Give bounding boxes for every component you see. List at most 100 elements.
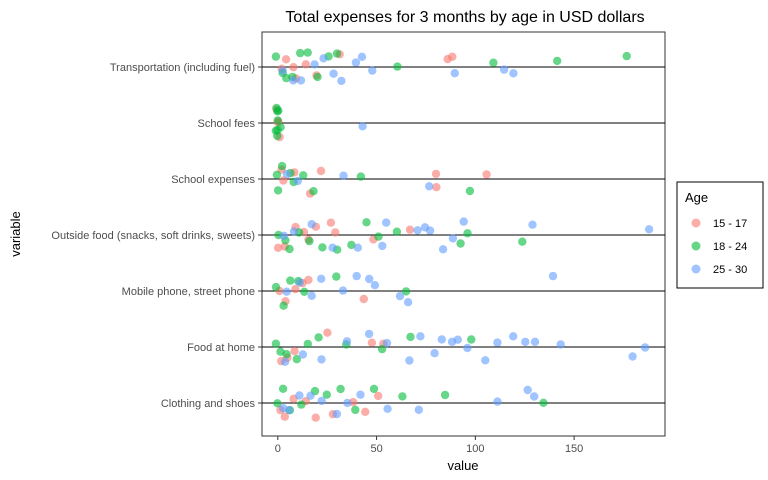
data-point (448, 234, 458, 243)
data-point (314, 333, 323, 342)
data-point (556, 340, 565, 349)
data-point (279, 231, 288, 240)
data-point (369, 384, 379, 394)
data-point (290, 347, 299, 356)
data-point (361, 407, 370, 416)
data-point (289, 227, 299, 236)
data-point (319, 54, 328, 63)
data-point (509, 332, 518, 341)
data-point (425, 182, 434, 191)
data-point (425, 226, 435, 235)
data-point (523, 385, 532, 395)
data-point (301, 60, 310, 69)
data-point (273, 116, 282, 125)
data-point (553, 56, 562, 66)
y-tick-label: Outside food (snacks, soft drinks, sweet… (51, 230, 255, 242)
data-point (356, 172, 366, 181)
data-point (326, 218, 336, 227)
legend-label: 18 - 24 (713, 241, 747, 253)
data-point (374, 391, 383, 401)
data-point (358, 122, 367, 131)
data-point (305, 236, 314, 246)
data-point (406, 332, 415, 342)
data-point (338, 286, 348, 295)
data-point (644, 225, 654, 234)
data-point (463, 229, 472, 238)
legend-key (691, 241, 701, 251)
legend-key (691, 264, 701, 274)
data-point (316, 166, 326, 176)
y-tick-label: Transportation (including fuel) (110, 62, 255, 74)
data-point (271, 282, 281, 292)
data-point (309, 187, 318, 196)
data-point (286, 276, 295, 285)
data-point (467, 335, 476, 344)
data-point (405, 225, 415, 234)
data-point (393, 62, 402, 71)
data-point (382, 338, 392, 348)
x-tick-label: 100 (466, 443, 484, 455)
data-point (359, 294, 368, 304)
data-point (365, 274, 374, 284)
data-point (280, 357, 290, 366)
data-point (311, 413, 320, 422)
data-point (317, 355, 326, 364)
data-point (432, 183, 441, 192)
data-point (323, 328, 332, 337)
legend-title: Age (685, 190, 708, 205)
data-point (416, 332, 425, 341)
category-lines (262, 66, 665, 404)
data-point (280, 412, 289, 421)
data-point (528, 220, 537, 229)
data-point (273, 399, 282, 408)
data-point (453, 335, 462, 344)
data-point (437, 335, 446, 344)
data-point (273, 186, 283, 195)
data-point (351, 405, 360, 415)
data-point (337, 76, 346, 86)
data-point (401, 287, 411, 296)
data-point (278, 384, 288, 393)
data-point (530, 337, 540, 346)
data-point (414, 405, 423, 414)
data-point (640, 343, 650, 352)
data-point (353, 243, 362, 252)
data-point (342, 337, 352, 346)
data-point (328, 243, 337, 252)
data-point (285, 244, 294, 254)
data-point (271, 52, 281, 61)
data-point (295, 391, 304, 400)
data-point (351, 58, 361, 67)
data-point (289, 62, 298, 72)
data-point (499, 65, 509, 74)
data-point (378, 241, 387, 251)
data-point (295, 278, 304, 287)
data-point (456, 239, 465, 248)
data-point (276, 123, 285, 132)
legend-label: 25 - 30 (713, 264, 747, 276)
data-point (509, 69, 518, 78)
data-point (332, 409, 342, 419)
data-point (303, 48, 312, 57)
chart-title: Total expenses for 3 months by age in US… (285, 9, 644, 26)
data-points (271, 48, 654, 422)
data-point (459, 217, 468, 226)
y-tick-label: School fees (198, 118, 256, 130)
legend: Age 15 - 17 18 - 24 25 - 30 (676, 181, 764, 289)
data-point (482, 170, 491, 179)
data-point (296, 76, 306, 85)
data-point (291, 285, 300, 294)
data-point (539, 398, 548, 407)
y-tick-label: Mobile phone, street phone (122, 286, 255, 298)
data-point (493, 338, 502, 347)
data-point (282, 350, 291, 359)
data-point (279, 176, 288, 185)
y-tick-label: Clothing and shoes (161, 398, 256, 410)
data-point (450, 69, 459, 78)
data-point (622, 51, 631, 61)
data-point (347, 240, 356, 250)
y-tick-label: Food at home (187, 342, 255, 354)
data-point (281, 55, 291, 64)
data-point (331, 228, 340, 237)
